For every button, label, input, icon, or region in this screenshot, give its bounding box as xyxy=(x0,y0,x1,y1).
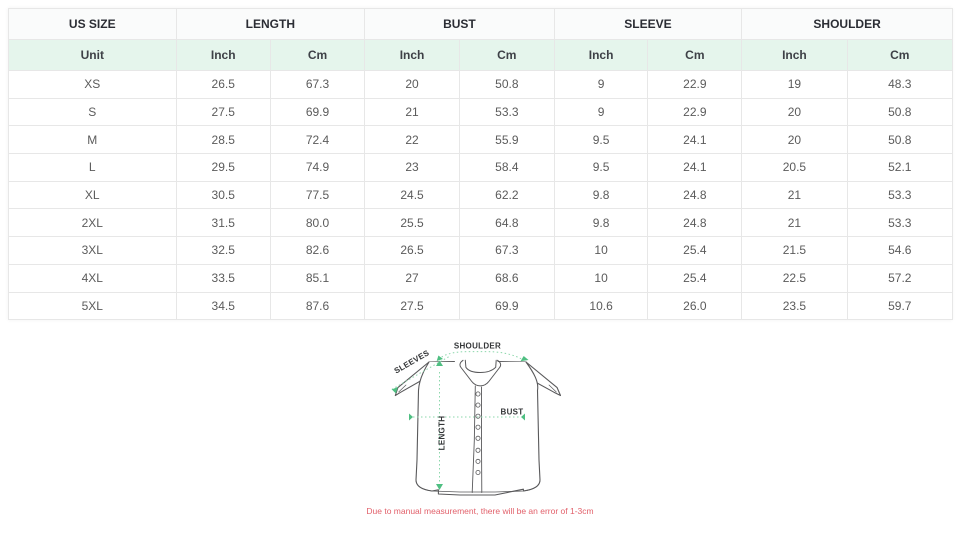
svg-text:Due to manual measurement, the: Due to manual measurement, there will be… xyxy=(366,506,593,516)
svg-text:LENGTH: LENGTH xyxy=(438,416,447,451)
svg-text:BUST: BUST xyxy=(501,408,524,417)
svg-text:SHOULDER: SHOULDER xyxy=(454,342,501,351)
